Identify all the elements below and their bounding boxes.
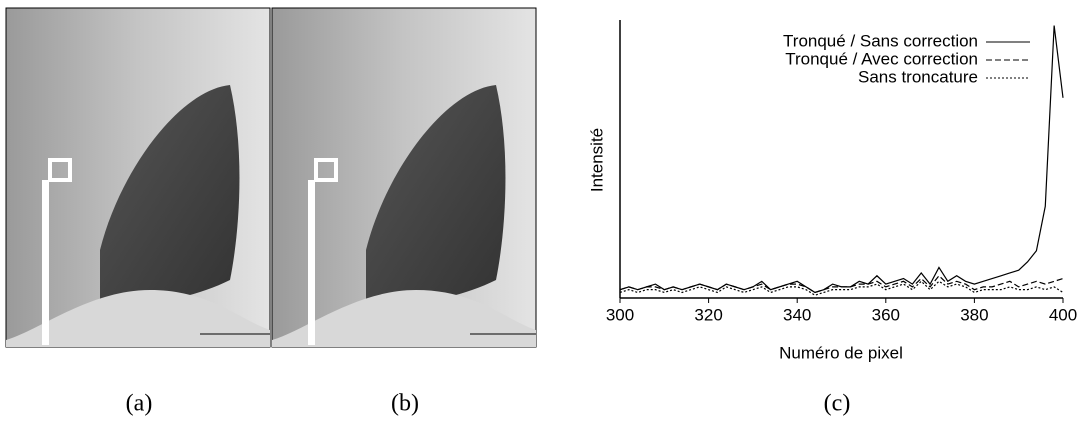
x-tick-label: 360	[872, 305, 900, 324]
caption: (b)	[391, 391, 419, 417]
legend-label: Sans troncature	[858, 67, 978, 86]
x-tick-label: 300	[606, 305, 634, 324]
x-tick-label: 340	[783, 305, 811, 324]
series-line	[619, 280, 1064, 296]
x-tick-label: 320	[694, 305, 722, 324]
xray-image-b	[271, 7, 537, 348]
legend-label: Tronqué / Avec correction	[785, 49, 978, 68]
caption: (a)	[126, 391, 153, 417]
series-line	[619, 274, 1064, 294]
xray-image-a	[5, 7, 271, 348]
x-tick-label: 400	[1049, 305, 1077, 324]
x-axis-label: Numéro de pixel	[779, 343, 903, 362]
y-axis-label: Intensité	[587, 128, 606, 192]
x-tick-label: 380	[960, 305, 988, 324]
caption: (c)	[824, 391, 851, 417]
legend-label: Tronqué / Sans correction	[783, 31, 978, 50]
